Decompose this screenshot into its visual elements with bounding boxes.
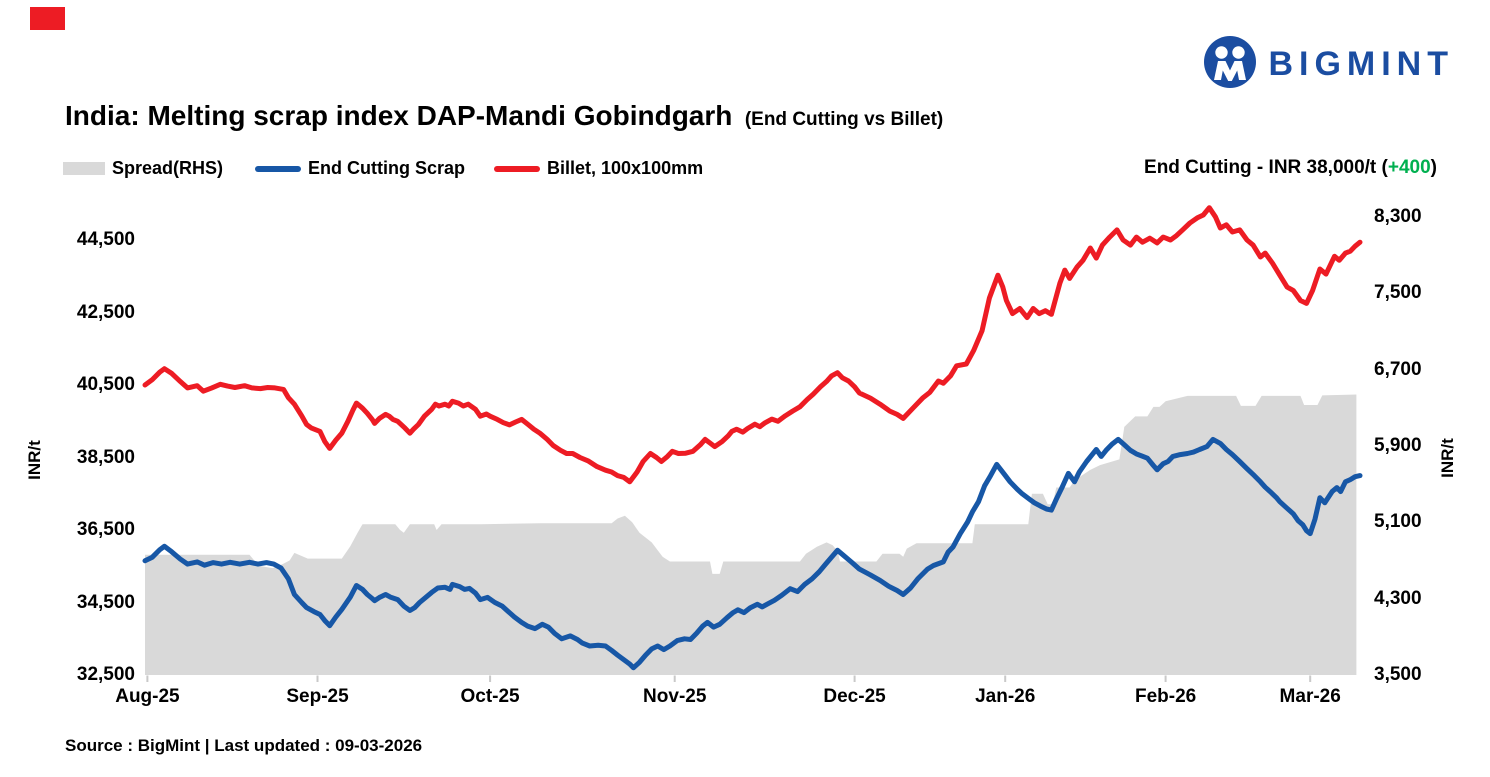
legend-item-spread[interactable]: Spread(RHS) — [63, 158, 223, 179]
left-axis-tick-label: 42,500 — [76, 301, 135, 323]
billet-line-swatch-icon — [494, 165, 540, 172]
right-axis-tick-label: 6,700 — [1374, 358, 1422, 380]
spread-area — [145, 394, 1357, 675]
legend-label-end-cutting: End Cutting Scrap — [308, 158, 465, 178]
source-line: Source : BigMint | Last updated : 09-03-… — [65, 736, 423, 755]
legend-label-spread: Spread(RHS) — [112, 158, 224, 178]
annotation-delta: +400 — [1387, 157, 1431, 178]
left-axis-tick-label: 36,500 — [76, 519, 135, 540]
bigmint-logo-text: BIGMINT — [1268, 45, 1454, 83]
legend-item-billet[interactable]: Billet, 100x100mm — [494, 158, 703, 179]
end-cutting-scrap-line — [142, 436, 1363, 671]
x-axis-month-label: Nov-25 — [643, 686, 707, 707]
x-axis-month-label: Aug-25 — [115, 686, 180, 707]
left-axis-tick-label: 32,500 — [76, 664, 135, 685]
right-axis-title: INR/t — [1438, 438, 1457, 478]
chart-title-main: India: Melting scrap index DAP-Mandi Gob… — [65, 100, 733, 131]
left-axis-tick-label: 44,500 — [76, 229, 135, 250]
end-cutting-line-swatch-icon — [255, 165, 301, 172]
x-axis-month-label: Sep-25 — [286, 686, 349, 707]
billet-100x100mm-line — [142, 205, 1363, 485]
x-axis-month-label: Feb-26 — [1134, 686, 1197, 707]
right-axis-tick-label: 8,300 — [1374, 206, 1422, 227]
x-axis-month-label: Jan-26 — [975, 686, 1036, 707]
chart-title: India: Melting scrap index DAP-Mandi Gob… — [65, 100, 943, 132]
latest-price-annotation: End Cutting - INR 38,000/t (+400) — [1144, 157, 1437, 179]
right-axis-tick-label: 4,300 — [1374, 587, 1422, 609]
x-axis-month-label: Mar-26 — [1279, 686, 1341, 707]
x-axis-month-label: Dec-25 — [823, 686, 886, 707]
spread-area-swatch-icon — [63, 162, 105, 175]
left-axis-tick-label: 34,500 — [76, 591, 135, 613]
left-axis-tick-label: 40,500 — [76, 374, 135, 395]
x-axis-month-label: Oct-25 — [460, 686, 520, 707]
right-axis-tick-label: 5,100 — [1374, 511, 1422, 533]
legend-item-end-cutting[interactable]: End Cutting Scrap — [255, 158, 465, 179]
annotation-prefix: End Cutting - INR 38,000/t ( — [1144, 157, 1388, 178]
plot-area[interactable] — [142, 200, 1363, 682]
right-axis-tick-label: 7,500 — [1374, 282, 1422, 304]
red-corner-accent — [30, 7, 65, 30]
chart-title-sub: (End Cutting vs Billet) — [744, 109, 944, 130]
right-axis-tick-label: 3,500 — [1374, 664, 1422, 685]
bigmint-logo: BIGMINT — [1204, 36, 1454, 93]
bigmint-logo-icon — [1204, 36, 1257, 93]
legend-label-billet: Billet, 100x100mm — [547, 158, 704, 178]
right-axis-tick-label: 5,900 — [1374, 435, 1422, 456]
left-axis-tick-label: 38,500 — [76, 446, 135, 468]
annotation-suffix: ) — [1430, 157, 1437, 178]
